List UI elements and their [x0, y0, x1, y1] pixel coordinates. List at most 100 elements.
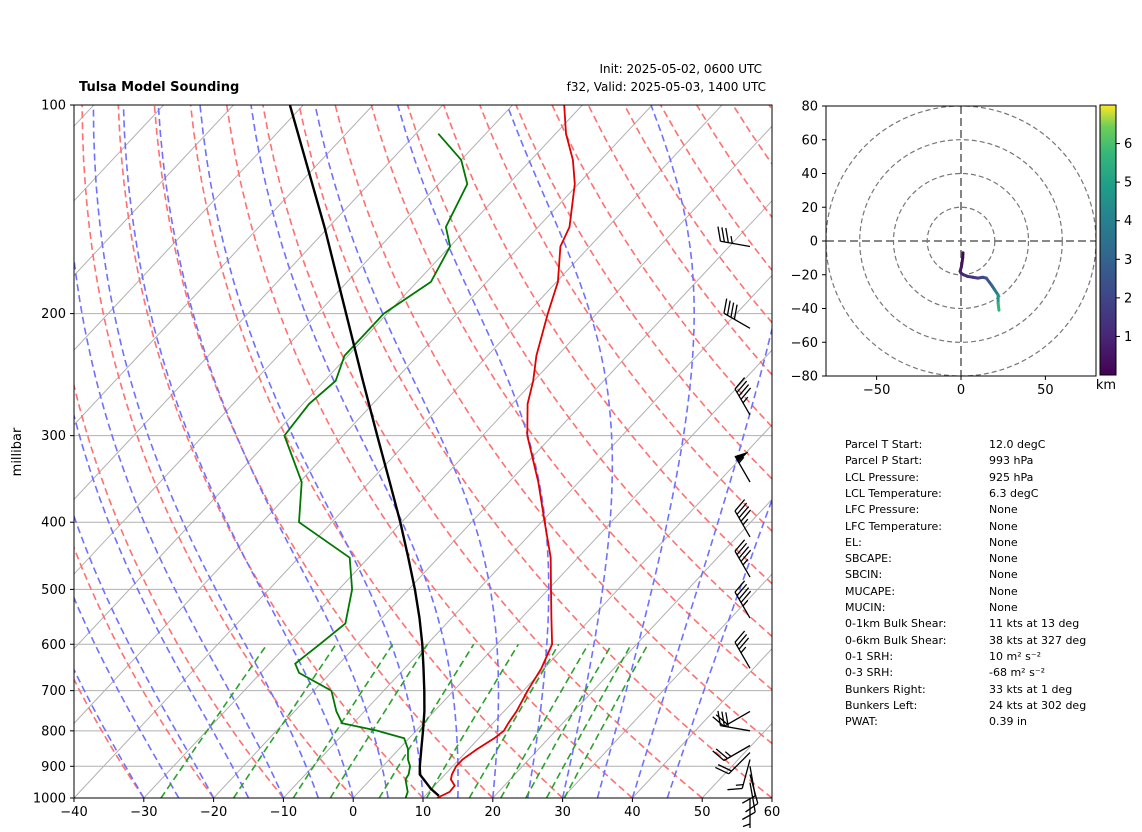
parameter-value: 6.3 degC	[989, 486, 1039, 500]
parameter-value: None	[989, 535, 1018, 549]
temperature-tick-label: 30	[554, 805, 571, 820]
parameter-label: 0-1 SRH:	[845, 649, 894, 663]
isotherm	[422, 424, 772, 798]
pressure-tick-label: 200	[41, 307, 66, 322]
mixing-ratio-line	[545, 643, 632, 798]
parameter-row: 0-1km Bulk Shear: 11 kts at 13 deg	[845, 617, 1125, 633]
parameter-label: LCL Pressure:	[845, 470, 920, 484]
parameter-label: MUCAPE:	[845, 584, 896, 598]
moist-adiabat	[396, 105, 550, 798]
moist-adiabat	[250, 105, 459, 798]
wind-barb	[712, 710, 751, 727]
wind-barb	[734, 499, 752, 538]
pressure-tick-label: 500	[41, 583, 66, 598]
moist-adiabat	[157, 105, 389, 798]
wind-barb	[734, 580, 752, 619]
parameter-value: 0.39 in	[989, 715, 1028, 729]
dry-adiabat	[334, 105, 772, 745]
wind-barb	[742, 798, 751, 828]
isotherm	[74, 105, 234, 277]
parameter-value: None	[989, 519, 1018, 533]
parameter-row: Bunkers Left: 24 kts at 302 deg	[845, 699, 1125, 715]
init-time: Init: 2025-05-02, 0600 UTC	[599, 62, 762, 76]
mixing-ratio-line	[425, 643, 520, 798]
mixing-ratio-line	[563, 643, 649, 798]
isotherm	[352, 349, 772, 798]
moist-adiabat	[74, 253, 285, 798]
wind-barb	[734, 630, 751, 669]
isotherm	[492, 498, 772, 798]
parameter-label: SBCIN:	[845, 568, 883, 582]
dry-adiabat	[74, 545, 215, 798]
pressure-tick-label: 300	[41, 429, 66, 444]
moist-adiabat	[74, 667, 145, 798]
parameter-label: SBCAPE:	[845, 552, 892, 566]
isotherm	[74, 105, 374, 426]
mixing-ratio-line	[468, 643, 560, 798]
parameter-label: Bunkers Left:	[845, 698, 918, 712]
wind-barb	[712, 744, 751, 762]
parameter-label: 0-3 SRH:	[845, 666, 894, 680]
mixing-ratio-line	[500, 643, 589, 798]
wind-barb	[723, 298, 751, 329]
moist-adiabat	[92, 105, 320, 798]
parameter-row: PWAT: 0.39 in	[845, 715, 1125, 731]
parameter-row: 0-3 SRH: -68 m² s⁻²	[845, 666, 1125, 682]
dry-adiabat	[74, 382, 285, 798]
pressure-tick-label: 800	[41, 724, 66, 739]
parameter-value: 11 kts at 13 deg	[989, 617, 1080, 631]
parameter-label: EL:	[845, 535, 862, 549]
parameter-label: LCL Temperature:	[845, 486, 942, 500]
isotherm	[143, 125, 772, 798]
parameter-row: 0-6km Bulk Shear: 38 kts at 327 deg	[845, 634, 1125, 650]
dry-adiabat	[298, 105, 772, 798]
moist-adiabat	[506, 105, 614, 798]
parameter-value: 38 kts at 327 deg	[989, 633, 1087, 647]
parameter-value: 10 m² s⁻²	[989, 649, 1042, 663]
wind-barb	[715, 752, 751, 775]
parameter-label: PWAT:	[845, 715, 878, 729]
parameter-row: Parcel P Start: 993 hPa	[845, 454, 1125, 470]
mixing-ratio-line	[378, 643, 475, 798]
pressure-tick-label: 600	[41, 638, 66, 653]
parameter-row: MUCAPE: None	[845, 585, 1125, 601]
wind-barb	[734, 539, 752, 578]
wind-barb	[717, 226, 751, 248]
parameter-value: None	[989, 568, 1018, 582]
moist-adiabat	[74, 595, 180, 798]
temperature-tick-label: 60	[764, 805, 781, 820]
parameter-label: LFC Pressure:	[845, 503, 920, 517]
parameter-row: SBCAPE: None	[845, 552, 1125, 568]
dry-adiabat	[153, 105, 494, 798]
parameter-row: LCL Temperature: 6.3 degC	[845, 487, 1125, 503]
parameter-row: LFC Temperature: None	[845, 520, 1125, 536]
parameter-row: 0-1 SRH: 10 m² s⁻²	[845, 650, 1125, 666]
parameter-value: None	[989, 503, 1018, 517]
parameter-value: 925 hPa	[989, 470, 1034, 484]
wind-barb	[745, 774, 759, 813]
parameter-row: LFC Pressure: None	[845, 503, 1125, 519]
parameter-label: LFC Temperature:	[845, 519, 943, 533]
temperature-tick-label: −40	[60, 805, 87, 820]
valid-time: f32, Valid: 2025-05-03, 1400 UTC	[566, 80, 766, 94]
dry-adiabat	[262, 105, 703, 798]
pressure-tick-label: 700	[41, 684, 66, 699]
parameter-label: Parcel T Start:	[845, 438, 923, 451]
parameter-value: 993 hPa	[989, 454, 1034, 468]
parameter-label: 0-1km Bulk Shear:	[845, 617, 947, 631]
isotherm	[74, 105, 653, 725]
dry-adiabat	[515, 105, 772, 481]
parameter-row: LCL Pressure: 925 hPa	[845, 471, 1125, 487]
temperature-tick-label: −20	[200, 805, 227, 820]
parameter-row: SBCIN: None	[845, 568, 1125, 584]
parameter-row: Parcel T Start: 12.0 degC	[845, 438, 1125, 454]
wind-barb	[734, 451, 751, 483]
moist-adiabat	[122, 105, 354, 798]
dry-adiabat	[479, 105, 772, 533]
dewpoint-line	[283, 133, 469, 798]
dry-adiabat	[225, 105, 633, 798]
wind-barb	[734, 377, 752, 416]
wind-barb	[741, 766, 756, 804]
temperature-tick-label: 10	[415, 805, 432, 820]
